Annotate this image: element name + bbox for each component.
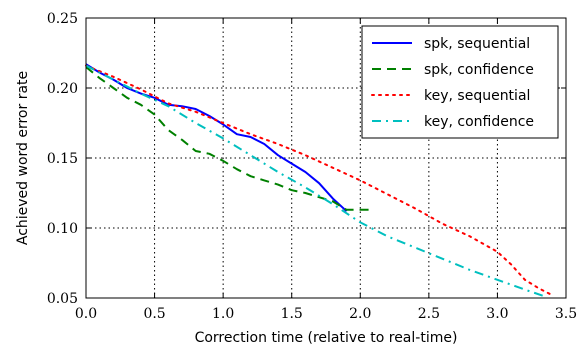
axis-ticks: 0.0 0.5 1.0 1.5 2.0 2.5 3.0 3.5 0.05 0.10 0.15 0.20… bbox=[47, 11, 577, 322]
x-tick-label: 3.5 bbox=[555, 306, 577, 322]
x-axis-title: Correction time (relative to real-time) bbox=[195, 330, 458, 346]
y-tick-label: 0.05 bbox=[47, 291, 78, 307]
x-tick-label: 0.5 bbox=[143, 306, 165, 322]
legend: spk, sequential spk, confidence key, seque… bbox=[361, 25, 559, 139]
x-tick-label: 0.0 bbox=[75, 306, 97, 322]
y-tick-label: 0.20 bbox=[47, 81, 78, 97]
y-tick-label: 0.15 bbox=[47, 151, 78, 167]
legend-label-key-sequential: key, sequential bbox=[424, 88, 530, 104]
x-tick-label: 1.0 bbox=[212, 306, 234, 322]
x-tick-label: 1.5 bbox=[281, 306, 303, 322]
y-axis-title: Achieved word error rate bbox=[15, 71, 31, 245]
legend-label-key-confidence: key, confidence bbox=[424, 114, 534, 130]
legend-label-spk-sequential: spk, sequential bbox=[424, 36, 530, 52]
y-tick-label: 0.25 bbox=[47, 11, 78, 27]
series-line-key-sequential bbox=[85, 64, 554, 297]
series-line-key-confidence bbox=[85, 64, 546, 298]
series-layer bbox=[85, 63, 554, 298]
grid-lines bbox=[86, 18, 566, 298]
x-tick-label: 2.0 bbox=[349, 306, 371, 322]
x-tick-label: 3.0 bbox=[486, 306, 508, 322]
y-tick-label: 0.10 bbox=[47, 221, 78, 237]
legend-label-spk-confidence: spk, confidence bbox=[424, 62, 534, 78]
legend-box bbox=[361, 25, 559, 139]
x-tick-label: 2.5 bbox=[418, 306, 440, 322]
